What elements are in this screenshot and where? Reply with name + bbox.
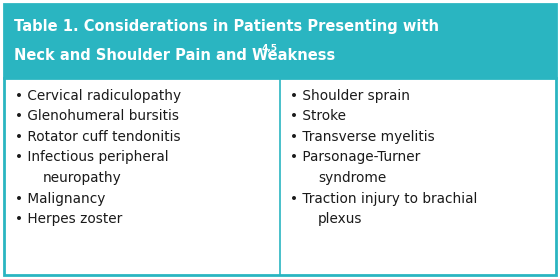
- Text: plexus: plexus: [318, 212, 362, 226]
- Text: • Herpes zoster: • Herpes zoster: [15, 212, 122, 226]
- Text: • Transverse myelitis: • Transverse myelitis: [290, 130, 435, 144]
- Text: • Rotator cuff tendonitis: • Rotator cuff tendonitis: [15, 130, 181, 144]
- Text: • Traction injury to brachial: • Traction injury to brachial: [290, 191, 477, 206]
- Text: • Cervical radiculopathy: • Cervical radiculopathy: [15, 89, 181, 103]
- Text: 4,5: 4,5: [262, 44, 278, 52]
- Text: neuropathy: neuropathy: [43, 171, 122, 185]
- Text: • Stroke: • Stroke: [290, 109, 346, 124]
- Text: syndrome: syndrome: [318, 171, 386, 185]
- Bar: [4, 4, 556, 78]
- Text: • Shoulder sprain: • Shoulder sprain: [290, 89, 410, 103]
- Text: • Malignancy: • Malignancy: [15, 191, 105, 206]
- Text: • Parsonage-Turner: • Parsonage-Turner: [290, 150, 420, 165]
- Text: • Glenohumeral bursitis: • Glenohumeral bursitis: [15, 109, 179, 124]
- Text: Table 1. Considerations in Patients Presenting with: Table 1. Considerations in Patients Pres…: [14, 18, 439, 33]
- Text: Neck and Shoulder Pain and Weakness: Neck and Shoulder Pain and Weakness: [14, 49, 335, 64]
- Text: • Infectious peripheral: • Infectious peripheral: [15, 150, 169, 165]
